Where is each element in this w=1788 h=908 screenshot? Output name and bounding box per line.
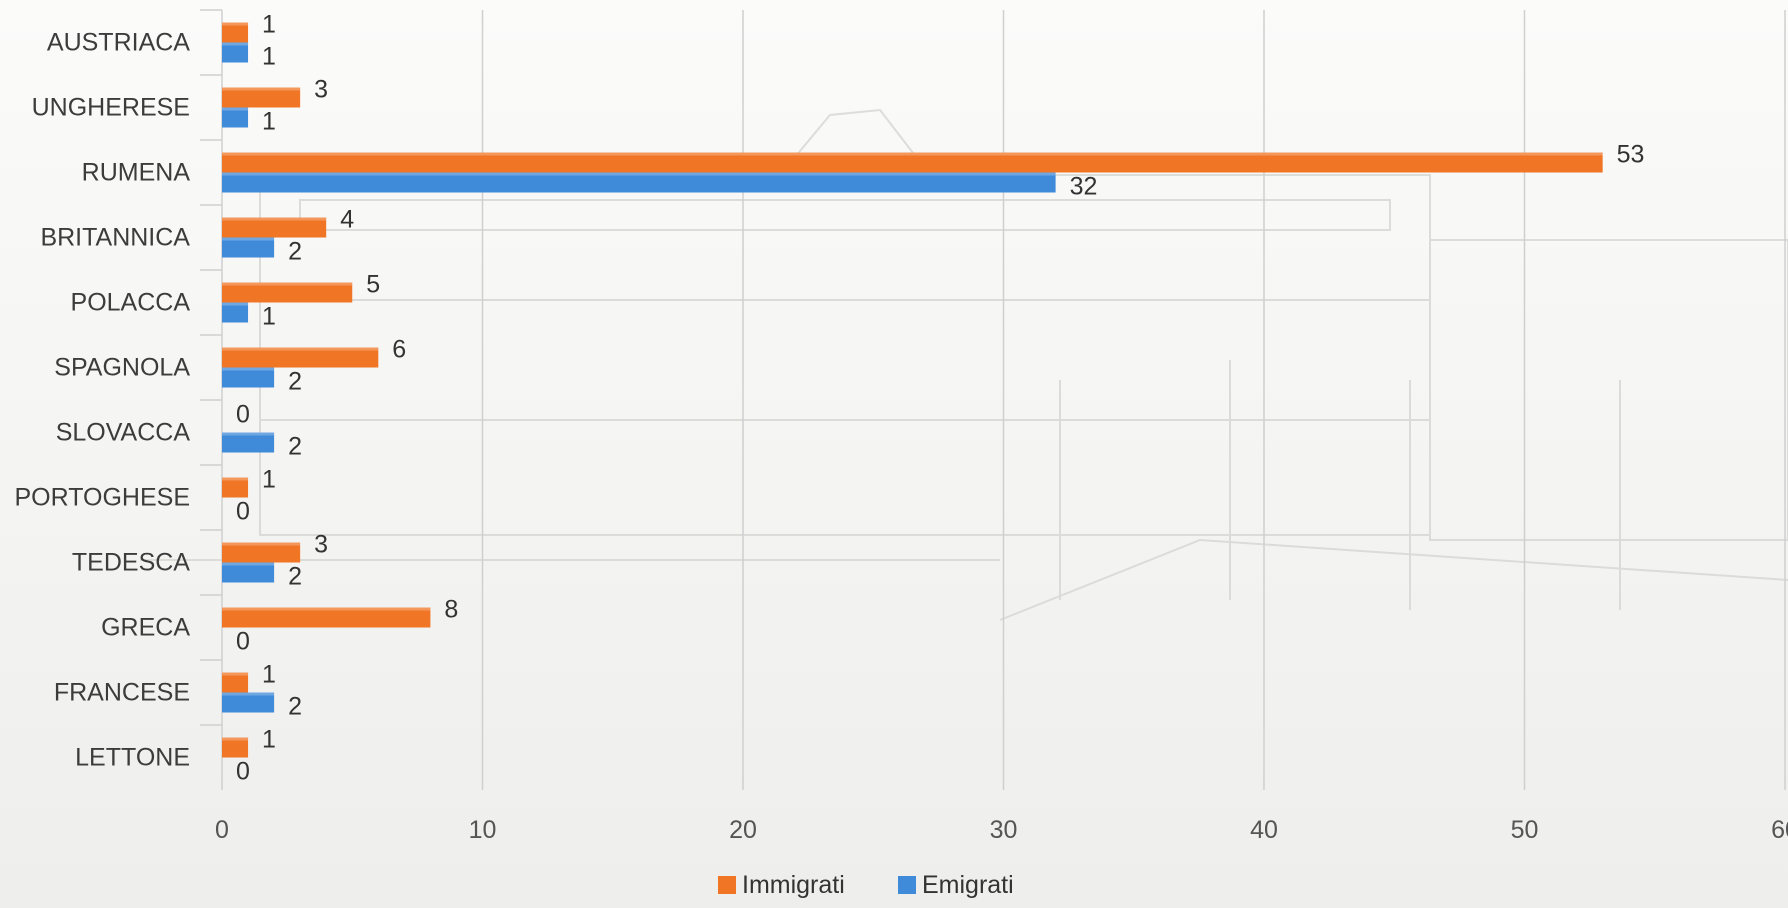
bar-highlight bbox=[222, 302, 249, 306]
bar-emigrati bbox=[222, 237, 275, 258]
data-label-emigrati: 1 bbox=[262, 43, 276, 71]
bar-immigrati bbox=[222, 607, 431, 628]
x-gridlines bbox=[200, 9, 1786, 790]
category-label: TEDESCA bbox=[72, 549, 190, 577]
category-label: BRITANNICA bbox=[40, 224, 190, 252]
bar-immigrati bbox=[222, 87, 301, 108]
bar-highlight bbox=[222, 172, 1056, 176]
data-label-immigrati: 8 bbox=[444, 596, 458, 624]
data-label-immigrati: 1 bbox=[262, 466, 276, 494]
bar-highlight bbox=[222, 22, 249, 26]
x-tick-label: 30 bbox=[990, 816, 1018, 844]
legend-label-immigrati: Immigrati bbox=[742, 871, 845, 899]
x-tick-labels: 0 10 20 30 40 50 60 bbox=[215, 816, 1788, 844]
bar-immigrati bbox=[222, 152, 1603, 173]
bar-highlight bbox=[222, 672, 249, 676]
bar-highlight bbox=[222, 347, 379, 351]
bar-highlight bbox=[222, 107, 249, 111]
bar-immigrati bbox=[222, 22, 249, 43]
bar-highlight bbox=[222, 152, 1603, 156]
bar-highlight bbox=[222, 237, 275, 241]
category-label: AUSTRIACA bbox=[47, 29, 190, 57]
x-tick-label: 0 bbox=[215, 816, 229, 844]
data-label-immigrati: 1 bbox=[262, 726, 276, 754]
data-label-emigrati: 0 bbox=[236, 628, 250, 656]
legend-swatch-emigrati bbox=[898, 876, 916, 894]
bar-immigrati bbox=[222, 542, 301, 563]
bar-highlight bbox=[222, 562, 275, 566]
bar-highlight bbox=[222, 692, 275, 696]
bar-immigrati bbox=[222, 217, 327, 238]
data-label-emigrati: 1 bbox=[262, 303, 276, 331]
data-label-immigrati: 3 bbox=[314, 76, 328, 104]
bar-highlight bbox=[222, 282, 353, 286]
category-label: SLOVACCA bbox=[56, 419, 191, 447]
category-label: UNGHERESE bbox=[32, 94, 190, 122]
bar-immigrati bbox=[222, 347, 379, 368]
bar-emigrati bbox=[222, 562, 275, 583]
legend: Immigrati Emigrati bbox=[718, 871, 1014, 899]
bar-highlight bbox=[222, 217, 327, 221]
bar-highlight bbox=[222, 42, 249, 46]
bar-highlight bbox=[222, 607, 431, 611]
bar-highlight bbox=[222, 367, 275, 371]
x-tick-label: 50 bbox=[1511, 816, 1539, 844]
data-label-emigrati: 2 bbox=[288, 433, 302, 461]
data-label-immigrati: 53 bbox=[1617, 141, 1645, 169]
data-label-emigrati: 2 bbox=[288, 238, 302, 266]
bar-highlight bbox=[222, 542, 301, 546]
bar-highlight bbox=[222, 737, 249, 741]
bar-emigrati bbox=[222, 172, 1056, 193]
category-label: RUMENA bbox=[82, 159, 191, 187]
x-tick-label: 60 bbox=[1771, 816, 1788, 844]
bar-immigrati bbox=[222, 672, 249, 693]
data-label-emigrati: 0 bbox=[236, 498, 250, 526]
bar-emigrati bbox=[222, 302, 249, 323]
bar-highlight bbox=[222, 477, 249, 481]
category-label: PORTOGHESE bbox=[14, 484, 190, 512]
bar-highlight bbox=[222, 87, 301, 91]
category-label: FRANCESE bbox=[54, 679, 190, 707]
category-labels: AUSTRIACA UNGHERESE RUMENA BRITANNICA POLACC… bbox=[14, 29, 190, 772]
bar-highlight bbox=[222, 432, 275, 436]
data-label-immigrati: 1 bbox=[262, 11, 276, 39]
data-label-immigrati: 0 bbox=[236, 401, 250, 429]
data-label-immigrati: 4 bbox=[340, 206, 354, 234]
category-label: GRECA bbox=[101, 614, 190, 642]
background-sketch-image bbox=[140, 108, 1788, 621]
bars bbox=[222, 22, 1603, 758]
x-tick-label: 40 bbox=[1250, 816, 1278, 844]
data-label-immigrati: 6 bbox=[392, 336, 406, 364]
x-tick-label: 20 bbox=[729, 816, 757, 844]
bar-immigrati bbox=[222, 737, 249, 758]
data-label-immigrati: 1 bbox=[262, 661, 276, 689]
bar-emigrati bbox=[222, 42, 249, 63]
category-label: SPAGNOLA bbox=[54, 354, 190, 382]
legend-swatch-immigrati bbox=[718, 876, 736, 894]
data-label-emigrati: 2 bbox=[288, 368, 302, 396]
data-label-emigrati: 2 bbox=[288, 693, 302, 721]
data-label-immigrati: 3 bbox=[314, 531, 328, 559]
bar-immigrati bbox=[222, 282, 353, 303]
category-label: POLACCA bbox=[71, 289, 191, 317]
category-label: LETTONE bbox=[75, 744, 190, 772]
bar-emigrati bbox=[222, 107, 249, 128]
bar-emigrati bbox=[222, 432, 275, 453]
data-label-emigrati: 0 bbox=[236, 758, 250, 786]
bar-immigrati bbox=[222, 477, 249, 498]
bar-emigrati bbox=[222, 367, 275, 388]
x-tick-label: 10 bbox=[469, 816, 497, 844]
data-label-emigrati: 32 bbox=[1070, 173, 1098, 201]
legend-label-emigrati: Emigrati bbox=[922, 871, 1014, 899]
bar-emigrati bbox=[222, 692, 275, 713]
data-label-immigrati: 5 bbox=[366, 271, 380, 299]
data-label-emigrati: 1 bbox=[262, 108, 276, 136]
data-label-emigrati: 2 bbox=[288, 563, 302, 591]
